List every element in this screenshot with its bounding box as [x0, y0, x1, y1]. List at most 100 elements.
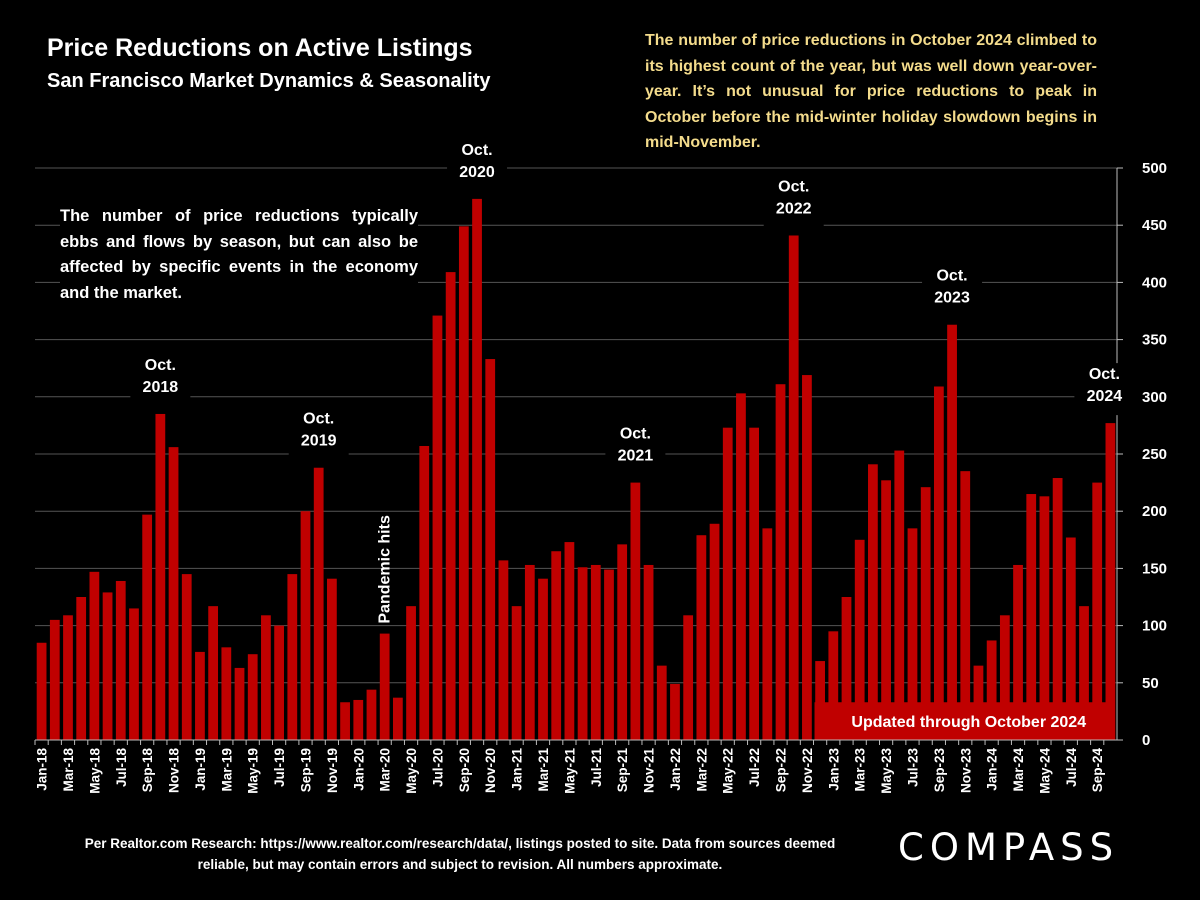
annotation-Oct-24: Oct.: [1089, 366, 1120, 383]
bar-May-20: [406, 606, 416, 740]
bar-Mar-23: [854, 539, 865, 740]
annotation-Oct-23: Oct.: [936, 268, 967, 285]
chart-title: Price Reductions on Active Listings: [47, 34, 473, 62]
x-tick-label: Jul-22: [747, 748, 762, 787]
bar-Nov-18: [168, 447, 179, 740]
x-tick-label: Jul-19: [272, 748, 287, 787]
y-tick-label: 450: [1142, 217, 1167, 234]
bar-Apr-22: [709, 523, 720, 740]
x-tick-label: Sep-19: [299, 748, 314, 792]
bar-Jul-22: [749, 427, 760, 740]
x-tick-label: May-20: [404, 748, 419, 794]
annotation-Oct-20: 2020: [459, 164, 495, 181]
bar-Jun-21: [577, 567, 588, 740]
bar-Aug-24: [1079, 606, 1089, 740]
y-tick-label: 50: [1142, 675, 1159, 692]
annotation-background: [447, 138, 508, 191]
x-tick-label: Mar-18: [61, 748, 76, 792]
y-tick-label: 150: [1142, 560, 1167, 577]
bar-Oct-23: [947, 324, 957, 740]
y-tick-label: 500: [1142, 160, 1167, 177]
annotation-background: [288, 407, 349, 460]
chart-subtitle: San Francisco Market Dynamics & Seasonal…: [47, 70, 491, 92]
bar-Dec-19: [340, 702, 350, 740]
updated-banner-label: Updated through October 2024: [851, 714, 1086, 731]
x-tick-label: Jan-24: [985, 748, 1000, 791]
x-tick-label: Nov-23: [958, 748, 973, 794]
bar-Oct-24: [1105, 423, 1116, 740]
bar-Feb-24: [999, 615, 1010, 740]
annotation-Oct-19: Oct.: [303, 411, 334, 428]
bar-Sep-24: [1092, 482, 1103, 740]
annotation-Oct-22: Oct.: [778, 178, 809, 195]
bar-May-21: [564, 542, 575, 740]
updated-banner: [814, 702, 1115, 740]
bar-Sep-23: [933, 386, 944, 740]
x-tick-label: May-19: [246, 748, 261, 794]
bar-Aug-22: [762, 528, 773, 740]
y-tick-label: 100: [1142, 618, 1167, 635]
bar-Feb-20: [366, 689, 377, 740]
bar-May-18: [89, 571, 100, 740]
bar-Jan-18: [36, 642, 47, 740]
bar-Aug-20: [445, 272, 456, 740]
bar-Aug-18: [129, 608, 139, 740]
x-tick-label: Mar-19: [219, 748, 234, 792]
bar-Sep-19: [300, 511, 311, 740]
x-tick-label: Sep-23: [932, 748, 947, 793]
commentary-note: The number of price reductions in Octobe…: [645, 32, 1097, 151]
bar-May-22: [722, 427, 733, 740]
x-tick-label: Mar-24: [1011, 748, 1026, 792]
bar-Nov-19: [327, 578, 337, 740]
bar-Jul-24: [1065, 537, 1076, 740]
annotations: Updated through October 2024 Oct. 2018 Oct.…: [130, 138, 1135, 731]
x-tick-label: May-22: [721, 748, 736, 794]
bar-Jan-19: [195, 651, 205, 740]
x-axis-ticks: Jan-18 Mar-18 May-18 Jul-18 Sep-18 Nov-18 Jan-…: [35, 748, 1106, 794]
x-tick-label: Mar-22: [694, 748, 709, 792]
x-tick-label: May-23: [879, 748, 894, 794]
x-tick-label: Mar-20: [378, 748, 393, 792]
bar-Dec-18: [181, 574, 192, 740]
axes: [34, 167, 1123, 745]
x-tick-label: Jan-19: [193, 748, 208, 791]
compass-logo: COMPASS: [898, 826, 1120, 869]
seasonality-note: The number of price reductions typically…: [60, 204, 418, 306]
bar-Mar-20: [379, 633, 390, 740]
bar-Jun-24: [1052, 478, 1063, 740]
bar-Dec-20: [498, 560, 509, 740]
x-tick-label: May-21: [562, 748, 577, 794]
bar-Jul-21: [590, 564, 601, 740]
annotation-Oct-24: 2024: [1087, 388, 1123, 405]
x-tick-label: Sep-22: [774, 748, 789, 792]
bar-Aug-21: [604, 569, 614, 740]
bar-Feb-21: [524, 564, 535, 740]
x-tick-label: Jan-20: [351, 748, 366, 791]
annotation-background: [763, 175, 824, 228]
bar-Oct-22: [788, 235, 799, 740]
x-tick-label: Jul-23: [905, 748, 920, 788]
bar-Apr-19: [234, 667, 245, 740]
bar-Oct-18: [155, 413, 166, 740]
bar-Oct-19: [313, 467, 324, 740]
bar-Oct-21: [630, 482, 641, 740]
x-tick-label: Jan-18: [35, 748, 50, 791]
x-tick-label: Jan-21: [510, 748, 525, 791]
annotation-Oct-22: 2022: [776, 200, 812, 217]
bar-Aug-19: [287, 574, 298, 740]
bar-Sep-22: [775, 384, 786, 740]
y-axis-ticks: 0 50 100 150 200 250 300 350 400 450 500: [1142, 160, 1167, 749]
source-footnote: Per Realtor.com Research: https://www.re…: [84, 836, 836, 872]
bar-Jan-21: [511, 606, 522, 740]
bar-Oct-20: [472, 198, 482, 740]
bars: [36, 198, 1116, 740]
x-tick-label: May-18: [87, 748, 102, 794]
bar-Nov-22: [802, 375, 812, 740]
bar-Apr-20: [392, 697, 403, 740]
bar-Dec-22: [815, 661, 825, 740]
bar-Dec-21: [656, 665, 667, 740]
bar-Jan-22: [670, 683, 680, 740]
bar-Sep-21: [617, 544, 628, 740]
bar-Mar-19: [221, 647, 232, 740]
